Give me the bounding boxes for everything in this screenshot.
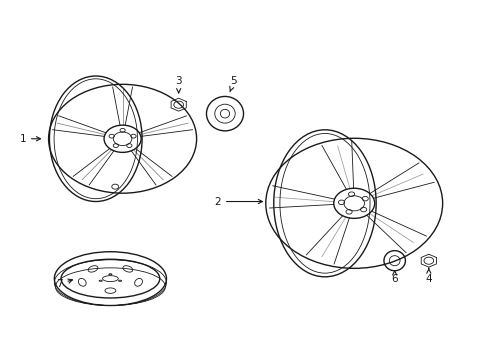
Text: 1: 1 [20, 134, 41, 144]
Text: 7: 7 [56, 279, 72, 289]
Text: 6: 6 [390, 271, 397, 284]
Text: 3: 3 [175, 76, 182, 93]
Text: 2: 2 [214, 197, 262, 207]
Text: 5: 5 [229, 76, 237, 92]
Text: 4: 4 [425, 268, 431, 284]
